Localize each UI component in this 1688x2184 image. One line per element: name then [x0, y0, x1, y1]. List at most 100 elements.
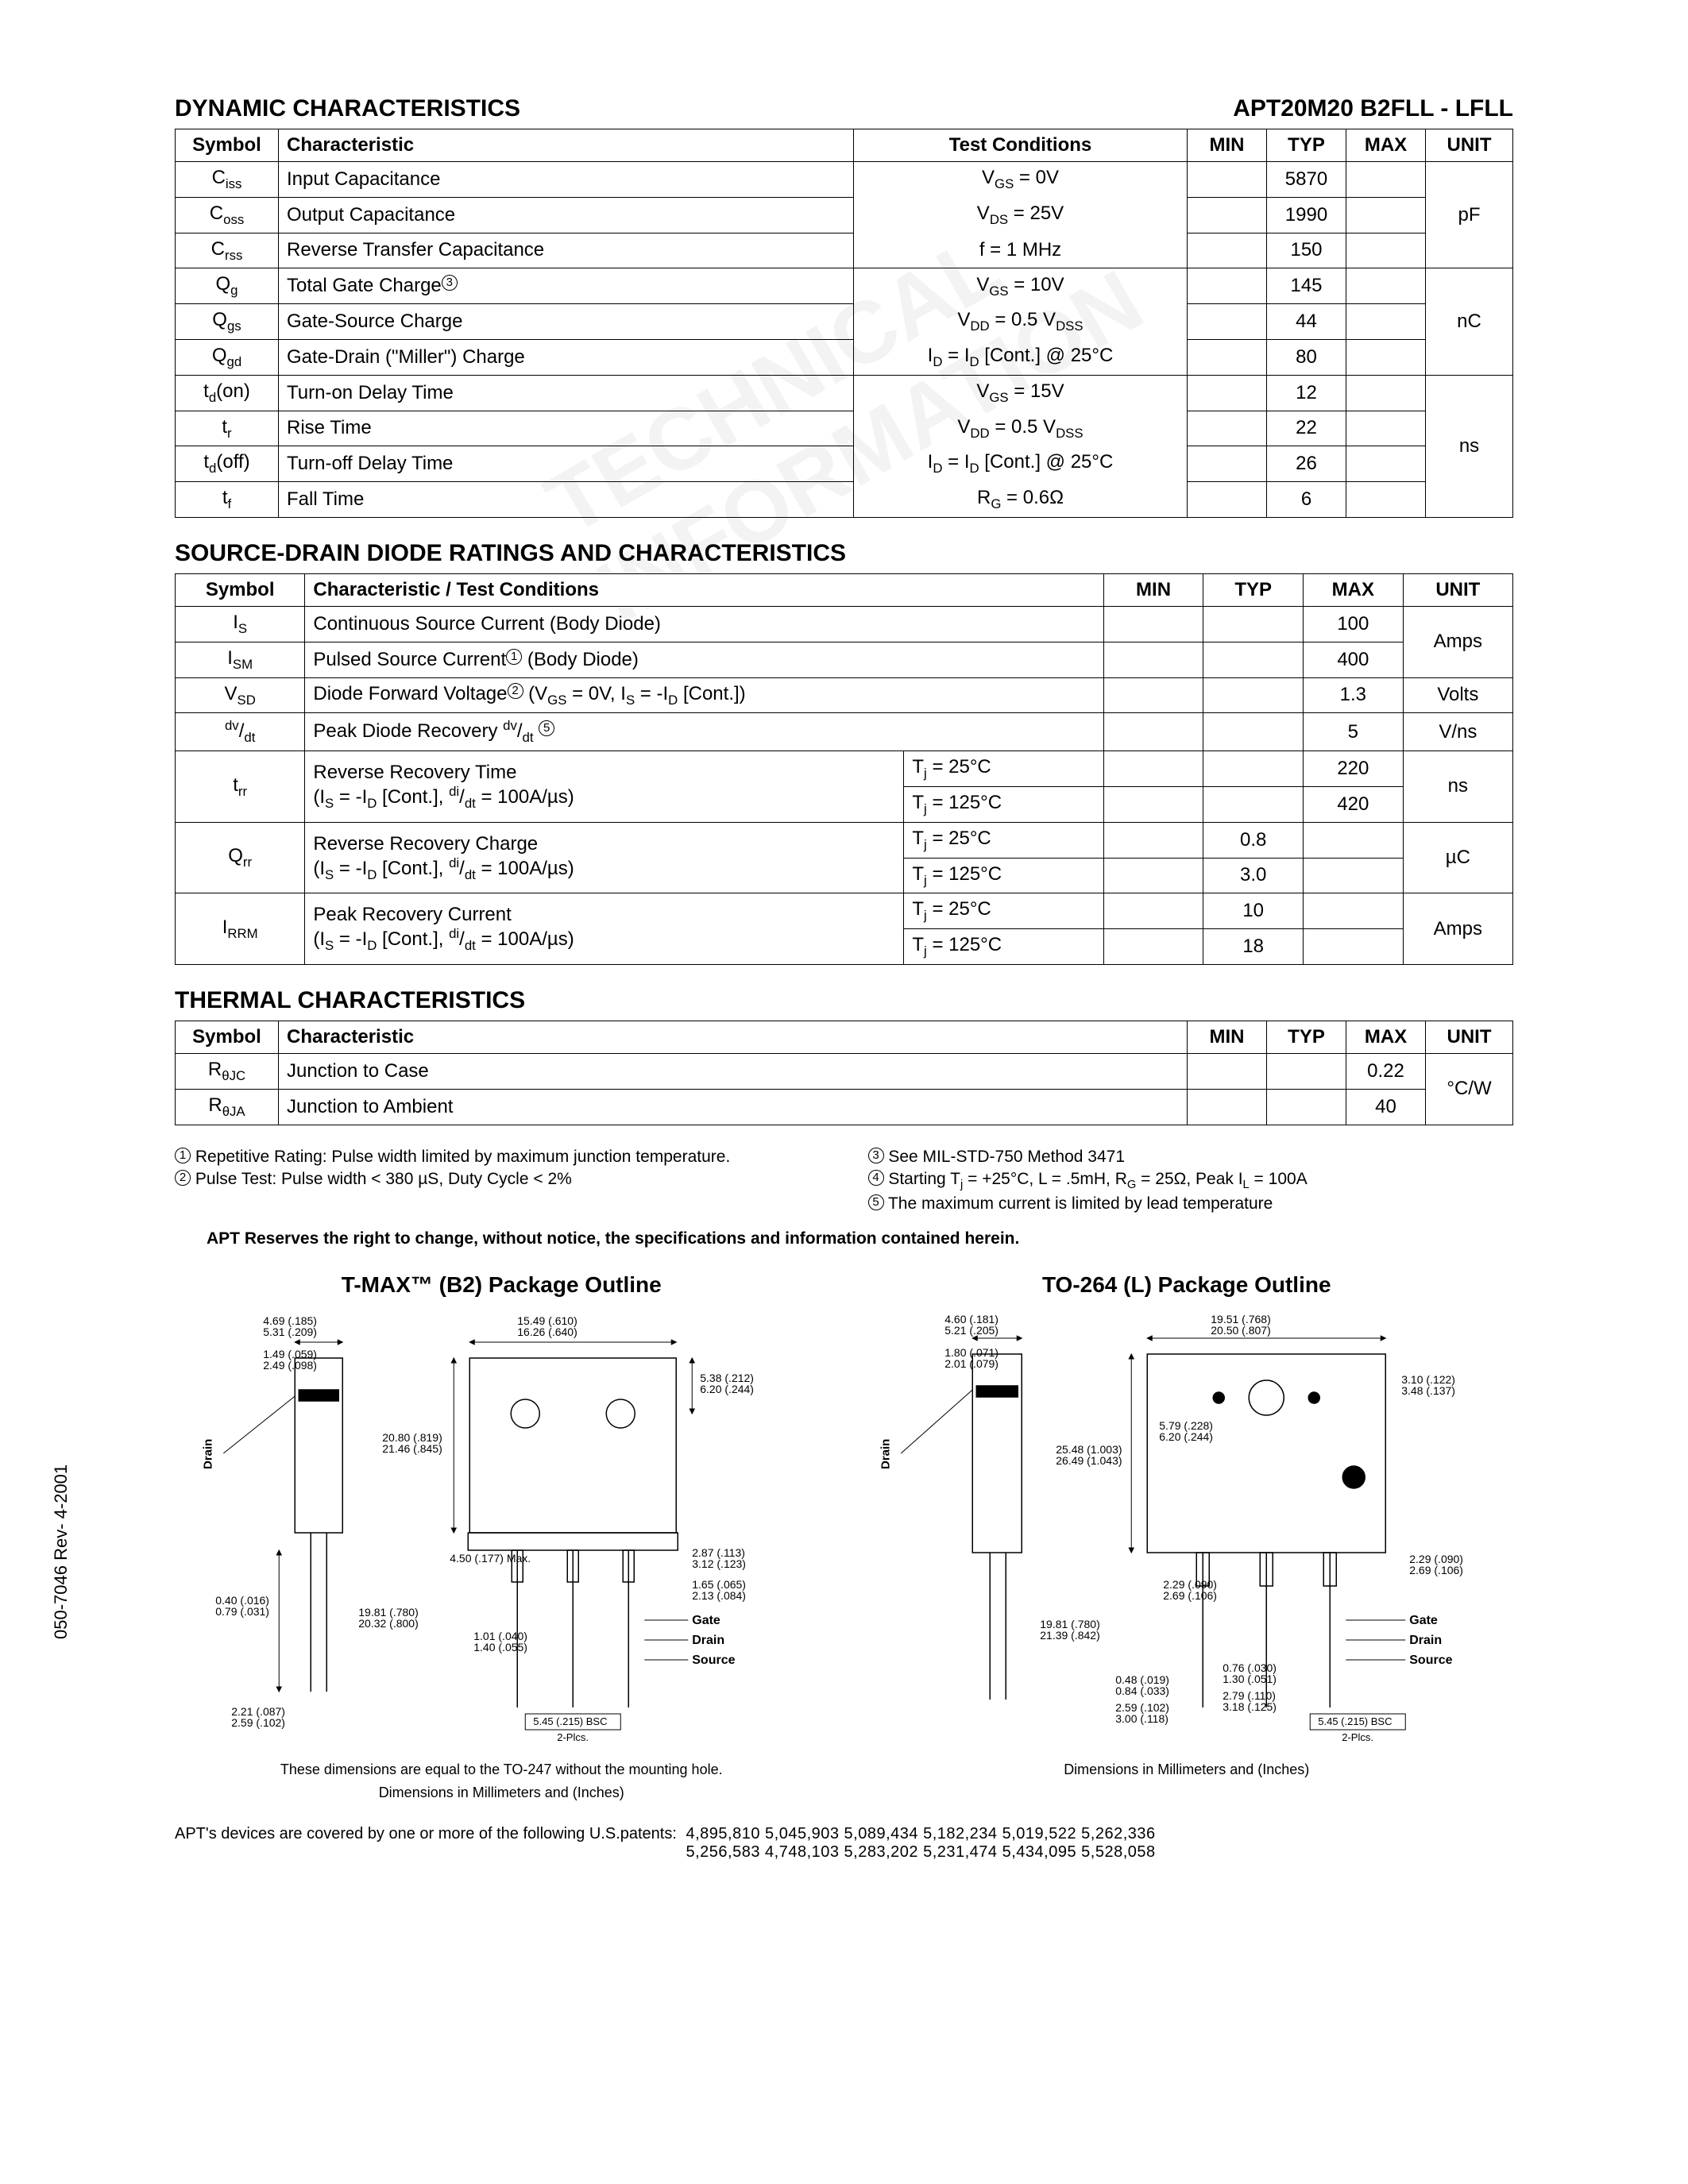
th-unit: UNIT — [1403, 573, 1512, 606]
cell-symbol: td(off) — [176, 446, 279, 482]
cell-symbol: trr — [176, 751, 305, 823]
cell-max: 40 — [1346, 1089, 1426, 1125]
package-l-diagram: 4.60 (.181) 5.21 (.205) 1.80 (.071) 2.01… — [860, 1310, 1514, 1755]
cell-max — [1346, 411, 1426, 446]
cell-char: Junction to Case — [279, 1053, 1188, 1089]
cell-char: Input Capacitance — [279, 162, 854, 198]
th-characteristic: Characteristic — [279, 129, 854, 162]
cell-tc: VDS = 25V — [854, 197, 1188, 233]
svg-text:5.45 (.215) BSC: 5.45 (.215) BSC — [1318, 1715, 1392, 1727]
th-unit: UNIT — [1426, 1021, 1513, 1053]
th-typ: TYP — [1267, 129, 1346, 162]
cell-max — [1346, 268, 1426, 304]
th-symbol: Symbol — [176, 1021, 279, 1053]
table-row: tr Rise Time VDD = 0.5 VDSS 22 — [176, 411, 1513, 446]
svg-text:Drain: Drain — [1409, 1634, 1442, 1647]
note4: Starting Tj = +25°C, L = .5mH, RG = 25Ω,… — [888, 1170, 1307, 1188]
cell-char: Rise Time — [279, 411, 854, 446]
th-typ: TYP — [1267, 1021, 1346, 1053]
table-row: RθJC Junction to Case 0.22 °C/W — [176, 1053, 1513, 1089]
cell-tc: VGS = 10V — [854, 268, 1188, 304]
table-row: tf Fall Time RG = 0.6Ω 6 — [176, 482, 1513, 518]
cell-symbol: Crss — [176, 233, 279, 268]
cell-max: 420 — [1304, 786, 1404, 822]
cell-tc: VDD = 0.5 VDSS — [854, 304, 1188, 340]
cell-char: Turn-off Delay Time — [279, 446, 854, 482]
side-revision: 050-7046 Rev- 4-2001 — [51, 1464, 71, 1639]
cell-typ: 5870 — [1267, 162, 1346, 198]
cell-tc: RG = 0.6Ω — [854, 482, 1188, 518]
cell-typ: 12 — [1267, 375, 1346, 411]
cell-unit: ns — [1426, 375, 1513, 517]
svg-text:2.69 (.106): 2.69 (.106) — [1163, 1589, 1217, 1602]
cell-tc: VGS = 15V — [854, 375, 1188, 411]
cell-unit: °C/W — [1426, 1053, 1513, 1125]
cell-max — [1346, 197, 1426, 233]
package-b2-title: T-MAX™ (B2) Package Outline — [175, 1272, 829, 1298]
svg-text:1.30 (.051): 1.30 (.051) — [1223, 1673, 1277, 1685]
cell-typ: 0.8 — [1203, 822, 1304, 858]
th-min: MIN — [1103, 573, 1203, 606]
cell-unit: Volts — [1403, 677, 1512, 713]
cell-symbol: Qg — [176, 268, 279, 304]
cell-max — [1346, 446, 1426, 482]
cell-typ: 6 — [1267, 482, 1346, 518]
svg-text:2.01 (.079): 2.01 (.079) — [944, 1357, 999, 1370]
cell-typ: 145 — [1267, 268, 1346, 304]
cell-tc: Tj = 25°C — [904, 751, 1103, 787]
cell-char: Junction to Ambient — [279, 1089, 1188, 1125]
table-row: dv/dt Peak Diode Recovery dv/dt 5 5 V/ns — [176, 713, 1513, 751]
cell-symbol: Qrr — [176, 822, 305, 893]
svg-text:3.18 (.125): 3.18 (.125) — [1223, 1700, 1277, 1713]
cell-char: Reverse Recovery Charge(IS = -ID [Cont.]… — [305, 822, 904, 893]
cell-unit: µC — [1403, 822, 1512, 893]
cell-min — [1188, 162, 1267, 198]
svg-text:0.84 (.033): 0.84 (.033) — [1115, 1684, 1169, 1697]
l-caption: Dimensions in Millimeters and (Inches) — [860, 1761, 1514, 1778]
cell-char: Gate-Drain ("Miller") Charge — [279, 339, 854, 375]
cell-char: Fall Time — [279, 482, 854, 518]
table-row: ISM Pulsed Source Current1 (Body Diode) … — [176, 642, 1513, 677]
table-row: Coss Output Capacitance VDS = 25V 1990 — [176, 197, 1513, 233]
svg-text:6.20 (.244): 6.20 (.244) — [700, 1383, 754, 1395]
table-row: td(on) Turn-on Delay Time VGS = 15V 12 n… — [176, 375, 1513, 411]
svg-text:20.50 (.807): 20.50 (.807) — [1211, 1324, 1271, 1337]
svg-text:2.69 (.106): 2.69 (.106) — [1409, 1564, 1463, 1576]
table-row: IRRM Peak Recovery Current(IS = -ID [Con… — [176, 893, 1513, 929]
cell-max — [1346, 339, 1426, 375]
table-row: IS Continuous Source Current (Body Diode… — [176, 606, 1513, 642]
table-row: Qgd Gate-Drain ("Miller") Charge ID = ID… — [176, 339, 1513, 375]
cell-typ: 26 — [1267, 446, 1346, 482]
svg-text:Gate: Gate — [1409, 1614, 1438, 1627]
table-row: Qgs Gate-Source Charge VDD = 0.5 VDSS 44 — [176, 304, 1513, 340]
cell-min — [1188, 482, 1267, 518]
note2: Pulse Test: Pulse width < 380 µS, Duty C… — [195, 1170, 572, 1188]
cell-tc: VDD = 0.5 VDSS — [854, 411, 1188, 446]
cell-symbol: tf — [176, 482, 279, 518]
cell-unit: Amps — [1403, 893, 1512, 965]
cell-symbol: IRRM — [176, 893, 305, 965]
cell-typ: 1990 — [1267, 197, 1346, 233]
patents-line1: 4,895,810 5,045,903 5,089,434 5,182,234 … — [686, 1825, 1155, 1843]
svg-text:3.48 (.137): 3.48 (.137) — [1401, 1384, 1455, 1397]
cell-symbol: ISM — [176, 642, 305, 677]
cell-symbol: td(on) — [176, 375, 279, 411]
th-unit: UNIT — [1426, 129, 1513, 162]
cell-symbol: Qgs — [176, 304, 279, 340]
section1-title: DYNAMIC CHARACTERISTICS — [175, 95, 520, 122]
svg-text:Drain: Drain — [879, 1438, 892, 1468]
th-test-conditions: Test Conditions — [854, 129, 1188, 162]
package-l-title: TO-264 (L) Package Outline — [860, 1272, 1514, 1298]
svg-text:26.49 (1.043): 26.49 (1.043) — [1056, 1454, 1122, 1467]
th-max: MAX — [1304, 573, 1404, 606]
cell-symbol: RθJA — [176, 1089, 279, 1125]
b2-caption2: Dimensions in Millimeters and (Inches) — [175, 1785, 829, 1801]
cell-char: Pulsed Source Current1 (Body Diode) — [305, 642, 1103, 677]
cell-symbol: RθJC — [176, 1053, 279, 1089]
disclaimer: APT Reserves the right to change, withou… — [207, 1229, 1513, 1248]
svg-text:2.59 (.102): 2.59 (.102) — [231, 1716, 285, 1729]
svg-text:0.79 (.031): 0.79 (.031) — [215, 1605, 269, 1618]
table-row: Ciss Input Capacitance VGS = 0V 5870 pF — [176, 162, 1513, 198]
table-row: Qg Total Gate Charge3 VGS = 10V 145 nC — [176, 268, 1513, 304]
cell-min — [1188, 304, 1267, 340]
